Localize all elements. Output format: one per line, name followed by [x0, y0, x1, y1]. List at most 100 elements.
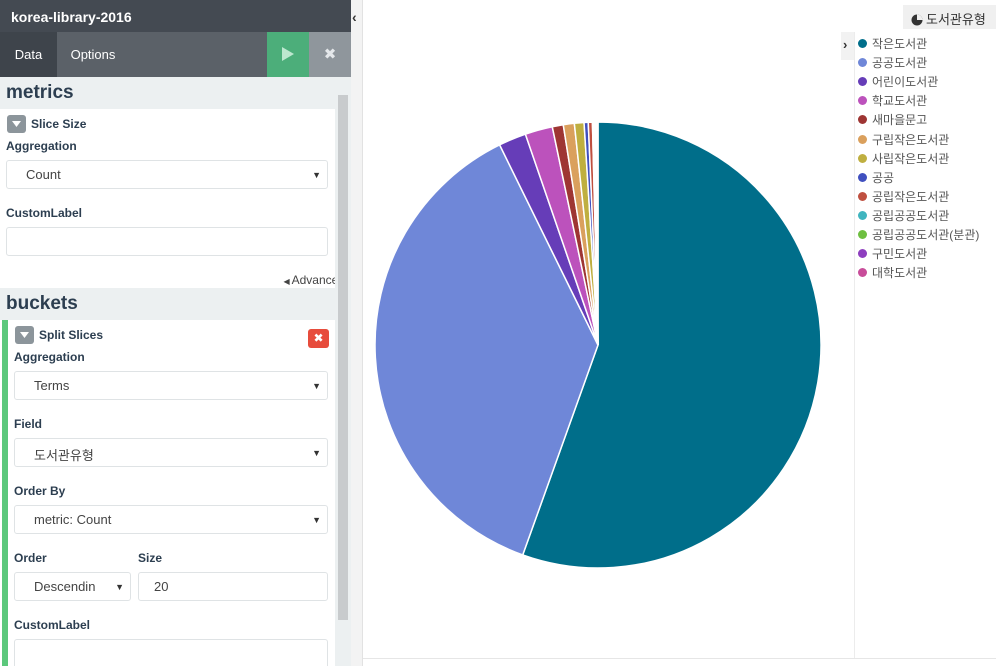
caret-down-icon: ▼: [312, 381, 321, 391]
caret-down-icon: ▼: [312, 515, 321, 525]
metric-toggle-button[interactable]: [7, 115, 26, 133]
legend-dot-icon: [858, 268, 867, 278]
play-icon: [282, 47, 294, 61]
collapse-sidebar-icon[interactable]: ‹: [352, 9, 357, 25]
size-input[interactable]: 20: [138, 572, 328, 601]
order-by-select[interactable]: metric: Count ▼: [14, 505, 328, 534]
legend-label: 학교도서관: [872, 94, 928, 109]
legend-item[interactable]: 어린이도서관: [858, 73, 938, 92]
legend-dot-icon: [858, 58, 867, 68]
legend-dot-icon: [858, 77, 867, 87]
legend-label: 대학도서관: [872, 266, 928, 281]
legend-item[interactable]: 공공도서관: [858, 54, 927, 73]
legend-item[interactable]: 새마을문고: [858, 111, 927, 130]
legend-item[interactable]: 사립작은도서관: [858, 150, 949, 169]
bucket-custom-label-input[interactable]: [14, 639, 328, 666]
viz-type-label: 도서관유형: [903, 5, 996, 29]
bucket-toggle-button[interactable]: [15, 326, 34, 344]
legend-label: 구립작은도서관: [872, 132, 950, 147]
editor-panel: metrics Slice Size Aggregation Count ▼ C…: [0, 77, 351, 666]
pie-chart: [374, 121, 822, 569]
scrollbar-thumb[interactable]: [338, 95, 348, 620]
legend-label: 구민도서관: [872, 247, 928, 262]
metric-aggregation-select[interactable]: Count ▼: [6, 160, 328, 189]
field-select[interactable]: 도서관유형 ▼: [14, 438, 328, 467]
metric-aggregation-label: Aggregation: [6, 139, 77, 153]
legend-label: 공공도서관: [872, 56, 928, 71]
legend-dot-icon: [858, 172, 867, 182]
pie-slice[interactable]: [595, 121, 599, 346]
close-icon: ✖: [313, 331, 324, 345]
sidebar-divider: [351, 0, 363, 666]
discard-button[interactable]: ✖: [309, 32, 351, 77]
pie-slice[interactable]: [374, 143, 599, 556]
sidebar: korea-library-2016 Data Options ✖ metric…: [0, 0, 351, 666]
size-label: Size: [138, 551, 163, 565]
bucket-custom-label-label: CustomLabel: [14, 618, 91, 632]
caret-down-icon: ▼: [115, 582, 124, 592]
legend-label: 새마을문고: [872, 113, 928, 128]
order-select[interactable]: Descendin ▼: [14, 572, 131, 601]
metric-custom-label-label: CustomLabel: [6, 206, 83, 220]
legend-item[interactable]: 공공: [858, 169, 894, 188]
legend-label: 공립공공도서관: [872, 208, 950, 223]
legend-item[interactable]: 공립작은도서관: [858, 188, 949, 207]
legend-toggle-button[interactable]: ›: [841, 32, 855, 60]
bucket-aggregation-label: Aggregation: [14, 350, 85, 364]
bucket-color-stripe: [2, 320, 8, 666]
bucket-aggregation-select[interactable]: Terms ▼: [14, 371, 328, 400]
pie-slice[interactable]: [521, 121, 822, 569]
caret-down-icon: ▼: [312, 170, 321, 180]
legend-label: 사립작은도서관: [872, 151, 950, 166]
caret-left-icon: ◀: [283, 277, 290, 286]
legend-dot-icon: [858, 96, 867, 106]
tab-bar: Data Options ✖: [0, 32, 351, 77]
close-icon: ✖: [323, 46, 337, 63]
legend-dot-icon: [858, 115, 867, 125]
bucket-agg-panel: Split Slices ✖ Aggregation Terms ▼ Field…: [0, 320, 335, 666]
legend-dot-icon: [858, 249, 867, 259]
legend-item[interactable]: 공립공공도서관(분관): [858, 226, 979, 245]
order-value: Descendin: [34, 579, 96, 594]
metrics-heading: metrics: [0, 77, 335, 109]
legend-dot-icon: [858, 39, 867, 48]
bucket-agg-title: Split Slices: [39, 328, 104, 342]
legend-dot-icon: [858, 191, 867, 201]
order-label: Order: [14, 551, 47, 565]
buckets-heading: buckets: [0, 288, 335, 320]
advanced-label: Advanced: [291, 273, 345, 287]
advanced-toggle[interactable]: ◀ Advanced: [283, 273, 345, 287]
field-label: Field: [14, 417, 43, 431]
metric-custom-label-input[interactable]: [6, 227, 328, 256]
legend-dot-icon: [858, 230, 867, 239]
bottom-strip: [363, 658, 996, 666]
chevron-down-icon: [12, 121, 21, 127]
legend-dot-icon: [858, 134, 867, 144]
order-by-value: metric: Count: [34, 512, 112, 527]
legend-item[interactable]: 학교도서관: [858, 92, 927, 111]
legend-label: 공공: [872, 170, 895, 185]
remove-bucket-button[interactable]: ✖: [308, 329, 329, 348]
legend-item[interactable]: 작은도서관: [858, 35, 927, 54]
metric-agg-panel: Slice Size Aggregation Count ▼ CustomLab…: [0, 109, 335, 289]
viz-type-text: 도서관유형: [926, 12, 986, 27]
pie-chart-icon: [911, 14, 923, 26]
legend-label: 공립작은도서관: [872, 189, 950, 204]
legend-item[interactable]: 대학도서관: [858, 264, 927, 283]
legend-item[interactable]: 구민도서관: [858, 245, 927, 264]
bucket-aggregation-value: Terms: [34, 378, 70, 393]
legend-label: 어린이도서관: [872, 75, 939, 90]
metric-aggregation-value: Count: [26, 167, 61, 182]
window-title: korea-library-2016: [0, 0, 351, 32]
legend-dot-icon: [858, 153, 867, 163]
tab-data[interactable]: Data: [0, 32, 57, 77]
tab-options[interactable]: Options: [70, 47, 116, 62]
legend-item[interactable]: 공립공공도서관: [858, 207, 949, 226]
legend-label: 공립공공도서관(분관): [872, 228, 980, 242]
legend-item[interactable]: 구립작은도서관: [858, 131, 949, 150]
apply-button[interactable]: [267, 32, 309, 77]
field-value: 도서관유형: [34, 448, 94, 463]
